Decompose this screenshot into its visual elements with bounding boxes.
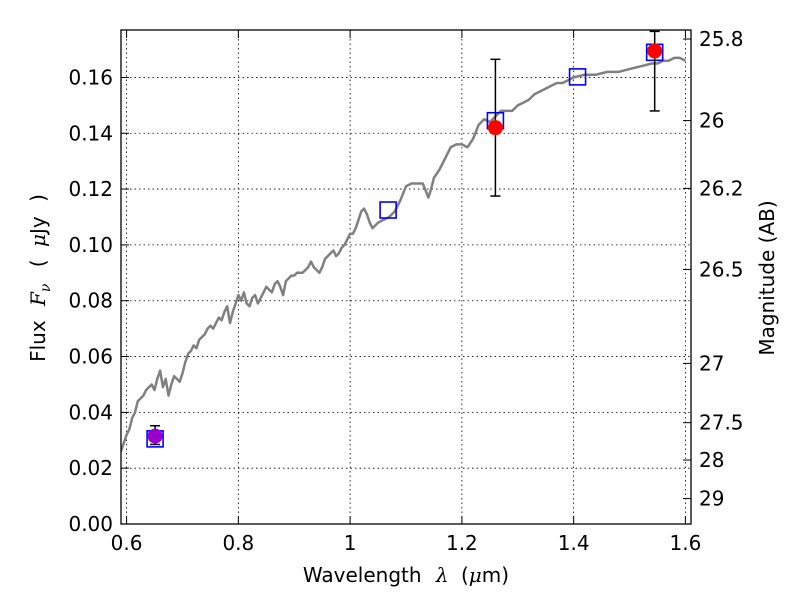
observed-point xyxy=(487,120,503,136)
y-tick-label: 0.04 xyxy=(68,400,113,424)
y-axis-label: Flux Fν ( μJy ) xyxy=(26,194,55,362)
y-tick-label: 0.02 xyxy=(68,456,113,480)
y-tick-label: 0.06 xyxy=(68,345,113,369)
x-axis-label: Wavelength λ (μm) xyxy=(303,563,509,587)
observed-point xyxy=(647,43,663,59)
grid-lines xyxy=(121,30,691,525)
plot-frame xyxy=(120,29,692,525)
y-tick-label: 0.16 xyxy=(68,65,113,89)
y2-tick-label: 26.2 xyxy=(699,176,744,200)
x-tick-label: 0.8 xyxy=(222,531,254,555)
x-tick-label: 1.4 xyxy=(558,531,590,555)
y2-tick-label: 27 xyxy=(699,351,724,375)
y-tick-label: 0.08 xyxy=(68,289,113,313)
x-tick-label: 1 xyxy=(344,531,357,555)
data-series xyxy=(121,30,686,452)
y2-tick-label: 25.8 xyxy=(699,27,744,51)
y2-tick-label: 28 xyxy=(699,448,724,472)
axis-ticks: 0.6 0.8 1 1.2 1.4 1.6 0.00 0.02 0.04 0.06 0.08 0.10… xyxy=(68,27,743,555)
y2-tick-label: 26 xyxy=(699,109,724,133)
model-photometry-square xyxy=(379,201,397,219)
x-tick-label: 1.2 xyxy=(446,531,478,555)
y-tick-label: 0.14 xyxy=(68,121,113,145)
y-tick-label: 0.12 xyxy=(68,177,113,201)
y2-tick-label: 26.5 xyxy=(699,257,744,281)
y-tick-label: 0.10 xyxy=(68,233,113,257)
model-photometry-square xyxy=(568,68,587,86)
observed-point xyxy=(147,428,163,444)
x-tick-label: 1.6 xyxy=(670,531,702,555)
plot-area xyxy=(121,30,686,452)
model-spectrum-line xyxy=(121,56,686,452)
y2-axis-label: Magnitude (AB) xyxy=(755,200,779,355)
x-tick-label: 0.6 xyxy=(111,531,143,555)
y-tick-label: 0.00 xyxy=(68,512,113,536)
y2-tick-label: 27.5 xyxy=(699,411,744,435)
y2-tick-label: 29 xyxy=(699,487,724,511)
